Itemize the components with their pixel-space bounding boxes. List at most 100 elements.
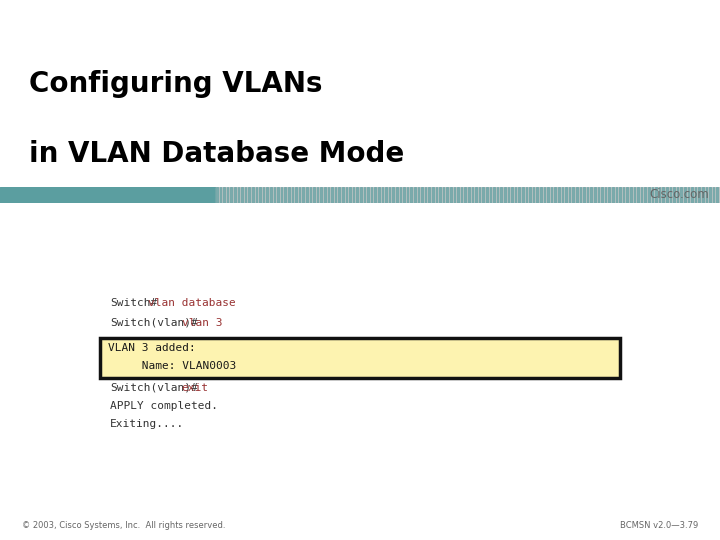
- Text: Name: VLAN0003: Name: VLAN0003: [108, 361, 236, 371]
- Text: Configuring VLANs: Configuring VLANs: [29, 70, 323, 98]
- Bar: [396, 187, 397, 202]
- Bar: [223, 187, 225, 202]
- Bar: [565, 187, 567, 202]
- Bar: [439, 187, 441, 202]
- Bar: [616, 187, 617, 202]
- Bar: [673, 187, 675, 202]
- Bar: [601, 187, 603, 202]
- Bar: [634, 187, 635, 202]
- Bar: [367, 187, 369, 202]
- Bar: [619, 187, 621, 202]
- Bar: [425, 187, 426, 202]
- Bar: [335, 187, 336, 202]
- Bar: [410, 187, 412, 202]
- Text: vlan 3: vlan 3: [181, 318, 222, 328]
- Bar: [691, 187, 693, 202]
- Bar: [392, 187, 394, 202]
- Bar: [313, 187, 315, 202]
- Bar: [464, 187, 466, 202]
- Bar: [328, 187, 329, 202]
- Bar: [558, 187, 559, 202]
- Bar: [482, 187, 484, 202]
- Bar: [662, 187, 664, 202]
- Bar: [238, 187, 239, 202]
- Bar: [493, 187, 495, 202]
- Bar: [684, 187, 685, 202]
- Bar: [299, 187, 300, 202]
- Bar: [270, 187, 271, 202]
- Bar: [446, 187, 448, 202]
- Bar: [670, 187, 671, 202]
- Bar: [511, 187, 513, 202]
- Bar: [508, 187, 509, 202]
- Bar: [475, 187, 477, 202]
- Bar: [418, 187, 419, 202]
- Bar: [360, 187, 361, 202]
- Bar: [364, 187, 365, 202]
- Bar: [641, 187, 642, 202]
- Bar: [540, 187, 541, 202]
- Bar: [320, 187, 322, 202]
- Bar: [374, 187, 376, 202]
- Bar: [551, 187, 552, 202]
- Text: Cisco.com: Cisco.com: [649, 188, 709, 201]
- Bar: [526, 187, 527, 202]
- Bar: [428, 187, 430, 202]
- Bar: [0, 187, 274, 202]
- Bar: [569, 187, 570, 202]
- Bar: [580, 187, 581, 202]
- Bar: [252, 187, 253, 202]
- Bar: [356, 187, 358, 202]
- Bar: [572, 187, 574, 202]
- Bar: [277, 187, 279, 202]
- Text: © 2003, Cisco Systems, Inc.  All rights reserved.: © 2003, Cisco Systems, Inc. All rights r…: [22, 521, 225, 530]
- Text: APPLY completed.: APPLY completed.: [110, 401, 218, 411]
- Bar: [281, 187, 282, 202]
- Bar: [698, 187, 700, 202]
- Bar: [331, 187, 333, 202]
- Bar: [266, 187, 268, 202]
- Bar: [554, 187, 556, 202]
- Bar: [403, 187, 405, 202]
- Bar: [436, 187, 437, 202]
- Bar: [587, 187, 588, 202]
- Bar: [713, 187, 714, 202]
- Bar: [716, 187, 718, 202]
- Bar: [486, 187, 487, 202]
- Bar: [468, 187, 469, 202]
- Bar: [349, 187, 351, 202]
- Bar: [644, 187, 646, 202]
- Bar: [230, 187, 232, 202]
- Bar: [626, 187, 628, 202]
- Bar: [450, 187, 451, 202]
- Bar: [245, 187, 246, 202]
- Bar: [317, 187, 318, 202]
- Bar: [594, 187, 595, 202]
- Bar: [385, 187, 387, 202]
- Bar: [576, 187, 577, 202]
- Text: BCMSN v2.0—3.79: BCMSN v2.0—3.79: [620, 521, 698, 530]
- Bar: [274, 187, 275, 202]
- Text: exit: exit: [181, 383, 209, 393]
- Bar: [562, 187, 563, 202]
- Bar: [302, 187, 304, 202]
- Bar: [666, 187, 667, 202]
- Bar: [522, 187, 523, 202]
- Bar: [605, 187, 606, 202]
- Bar: [220, 187, 221, 202]
- Bar: [583, 187, 585, 202]
- Bar: [709, 187, 711, 202]
- Bar: [598, 187, 599, 202]
- Bar: [216, 187, 217, 202]
- Bar: [342, 187, 343, 202]
- Bar: [612, 187, 613, 202]
- Bar: [432, 187, 433, 202]
- Bar: [497, 187, 498, 202]
- Bar: [443, 187, 444, 202]
- Bar: [630, 187, 631, 202]
- Bar: [234, 187, 235, 202]
- Bar: [533, 187, 534, 202]
- Bar: [371, 187, 372, 202]
- Bar: [288, 187, 289, 202]
- Bar: [529, 187, 531, 202]
